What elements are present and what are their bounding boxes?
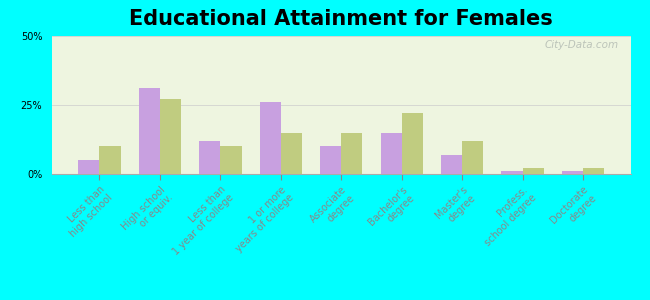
- Bar: [320, 146, 341, 174]
- Bar: [341, 133, 363, 174]
- Bar: [501, 171, 523, 174]
- Bar: [160, 100, 181, 174]
- Bar: [281, 133, 302, 174]
- Bar: [259, 102, 281, 174]
- Bar: [462, 141, 484, 174]
- Bar: [78, 160, 99, 174]
- Bar: [562, 171, 583, 174]
- Bar: [199, 141, 220, 174]
- Bar: [523, 169, 544, 174]
- Bar: [220, 146, 242, 174]
- Text: City-Data.com: City-Data.com: [545, 40, 619, 50]
- Bar: [583, 169, 605, 174]
- Title: Educational Attainment for Females: Educational Attainment for Females: [129, 9, 553, 29]
- Bar: [99, 146, 121, 174]
- Bar: [138, 88, 160, 174]
- Bar: [441, 155, 462, 174]
- Bar: [402, 113, 423, 174]
- Bar: [380, 133, 402, 174]
